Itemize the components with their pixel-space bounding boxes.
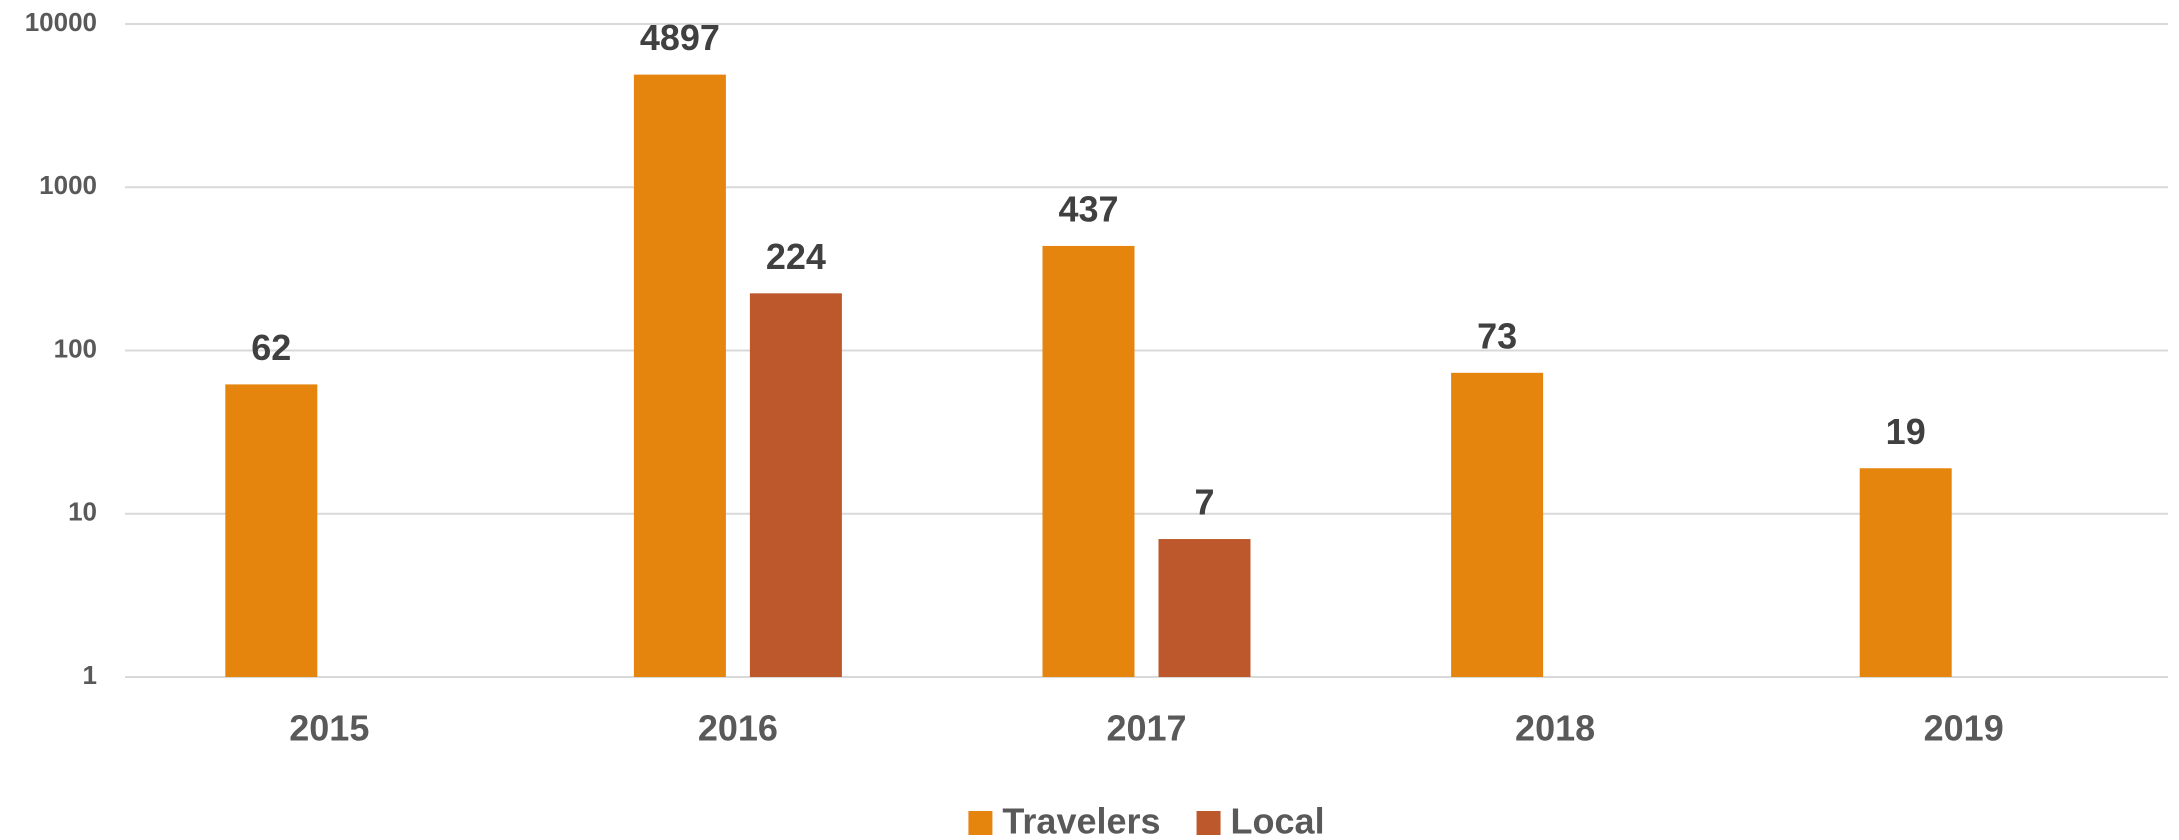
bar <box>1158 539 1251 677</box>
value-label: 437 <box>1058 188 1118 229</box>
value-label: 224 <box>766 236 826 277</box>
legend-label: Local <box>1231 801 1325 840</box>
y-tick-label: 1 <box>83 660 97 690</box>
x-tick-label: 2016 <box>698 708 778 749</box>
y-tick-label: 100 <box>54 333 97 363</box>
y-tick-label: 1000 <box>39 170 97 200</box>
legend-swatch <box>968 811 993 835</box>
legend-label: Travelers <box>1002 801 1160 840</box>
x-tick-label: 2019 <box>1924 708 2004 749</box>
bar <box>749 293 842 677</box>
x-tick-label: 2017 <box>1106 708 1186 749</box>
bar <box>1859 468 1952 677</box>
bar <box>225 384 318 677</box>
legend-swatch <box>1196 811 1221 835</box>
value-label: 19 <box>1886 411 1926 452</box>
x-tick-label: 2015 <box>289 708 369 749</box>
value-label: 62 <box>251 327 291 368</box>
bar <box>633 74 726 678</box>
x-tick-label: 2018 <box>1515 708 1595 749</box>
bar <box>1042 245 1135 677</box>
value-label: 4897 <box>640 17 720 58</box>
value-label: 73 <box>1477 315 1517 356</box>
value-label: 7 <box>1194 482 1214 523</box>
y-tick-label: 10000 <box>25 7 97 37</box>
bar <box>1451 372 1544 677</box>
y-tick-label: 10 <box>68 497 97 527</box>
